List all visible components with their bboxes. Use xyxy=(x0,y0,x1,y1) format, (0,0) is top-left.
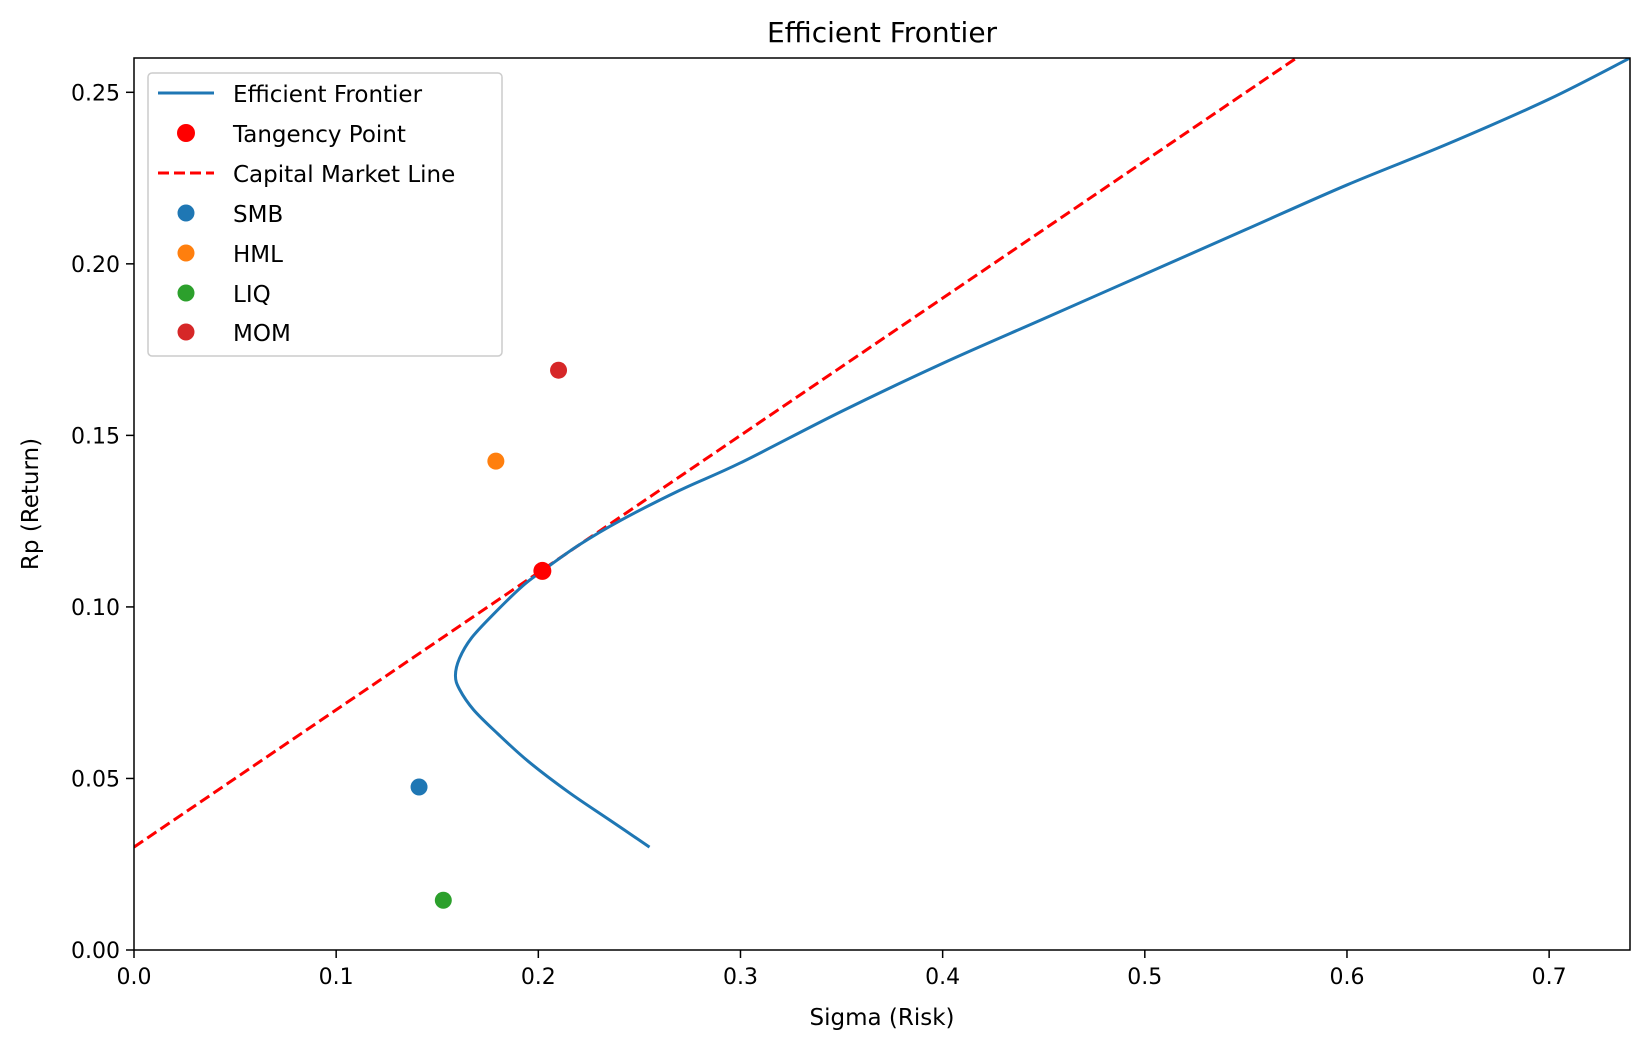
legend-label-tangency-point: Tangency Point xyxy=(232,122,406,148)
legend-marker-tangency-point xyxy=(177,124,195,142)
asset-point-mom xyxy=(550,361,568,379)
y-tick-label: 0.10 xyxy=(71,596,120,621)
legend-label-smb: SMB xyxy=(233,202,283,228)
legend-marker-smb xyxy=(177,204,195,222)
legend-label-hml: HML xyxy=(233,242,283,268)
axes-frame xyxy=(133,57,1631,951)
legend-label-efficient-frontier: Efficient Frontier xyxy=(233,82,423,108)
y-tick-label: 0.00 xyxy=(71,939,120,964)
legend-marker-hml xyxy=(177,244,195,262)
y-axis-label: Rp (Return) xyxy=(18,438,44,570)
plot-area xyxy=(134,58,1630,909)
tangency-point xyxy=(533,561,552,580)
y-tick-label: 0.05 xyxy=(71,767,120,792)
x-tick-label: 0.1 xyxy=(319,965,354,990)
capital-market-line xyxy=(134,58,1298,849)
x-axis-label: Sigma (Risk) xyxy=(809,1005,954,1031)
y-tick-label: 0.20 xyxy=(71,253,120,278)
legend-label-mom: MOM xyxy=(233,321,291,347)
x-tick-label: 0.4 xyxy=(925,965,960,990)
x-tick-label: 0.6 xyxy=(1329,965,1364,990)
legend-label-liq: LIQ xyxy=(233,282,271,308)
asset-point-smb xyxy=(410,778,428,796)
legend-marker-liq xyxy=(177,284,195,302)
legend-marker-mom xyxy=(177,323,195,341)
x-tick-label: 0.3 xyxy=(723,965,758,990)
legend-box xyxy=(147,72,503,357)
legend: Efficient Frontier Tangency Point Capita… xyxy=(147,72,503,357)
x-tick-label: 0.7 xyxy=(1532,965,1567,990)
y-tick-label: 0.15 xyxy=(71,424,120,449)
asset-point-liq xyxy=(434,891,452,909)
x-tick-label: 0.2 xyxy=(521,965,556,990)
y-axis-ticks: 0.00 0.05 0.10 0.15 0.20 0.25 xyxy=(71,81,134,964)
efficient-frontier-line xyxy=(453,58,1630,849)
x-axis-ticks: 0.0 0.1 0.2 0.3 0.4 0.5 0.6 0.7 xyxy=(117,950,1567,990)
asset-point-hml xyxy=(487,452,505,470)
chart-title: Efficient Frontier xyxy=(767,16,998,49)
y-tick-label: 0.25 xyxy=(71,81,120,106)
x-tick-label: 0.5 xyxy=(1127,965,1162,990)
x-tick-label: 0.0 xyxy=(117,965,152,990)
legend-label-capital-market-line: Capital Market Line xyxy=(233,162,455,188)
